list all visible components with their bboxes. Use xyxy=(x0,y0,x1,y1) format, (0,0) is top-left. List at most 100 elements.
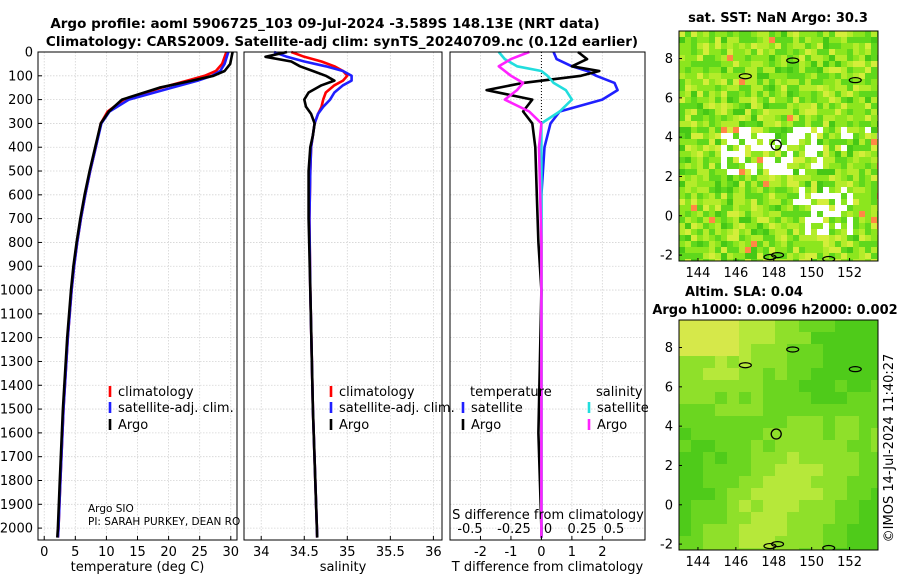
map-cell xyxy=(679,259,686,261)
map-cell xyxy=(835,229,842,236)
map-cell xyxy=(763,229,770,236)
map-cell xyxy=(823,187,830,194)
map-cell xyxy=(745,205,752,212)
map-cell xyxy=(721,259,728,261)
map-cell xyxy=(799,73,806,80)
map-cell xyxy=(859,187,866,194)
map-cell xyxy=(829,229,836,236)
map-cell xyxy=(805,103,812,110)
map-x-tick-label: 144 xyxy=(686,555,711,570)
map-cell xyxy=(847,31,854,38)
map-cell xyxy=(859,205,866,212)
map-cell xyxy=(853,193,860,200)
map-cell xyxy=(787,157,794,164)
map-cell xyxy=(859,169,866,176)
map-cell xyxy=(835,253,842,260)
map-cell xyxy=(787,512,800,525)
map-cell xyxy=(823,320,836,333)
map-cell xyxy=(775,109,782,116)
map-cell xyxy=(727,320,740,333)
map-cell xyxy=(751,127,758,134)
coastline xyxy=(848,77,862,84)
map-cell xyxy=(811,157,818,164)
map-cell xyxy=(793,127,800,134)
map-y-tick-label: 6 xyxy=(665,380,673,395)
map-cell xyxy=(835,85,842,92)
map-cell xyxy=(769,37,776,44)
map-cell xyxy=(811,428,824,441)
map-cell xyxy=(715,61,722,68)
map-cell xyxy=(709,121,716,128)
map-cell xyxy=(745,211,752,218)
map-cell xyxy=(787,193,794,200)
map-cell xyxy=(763,91,770,98)
map-cell xyxy=(769,199,776,206)
map-cell xyxy=(727,151,734,158)
map-cell xyxy=(697,139,704,146)
map-cell xyxy=(679,91,686,98)
sst-map-title: sat. SST: NaN Argo: 30.3 xyxy=(688,11,868,26)
map-cell xyxy=(697,223,704,230)
map-cell xyxy=(865,229,872,236)
map-cell xyxy=(763,380,776,393)
map-cell xyxy=(865,169,872,176)
map-cell xyxy=(835,61,842,68)
map-cell xyxy=(703,181,710,188)
map-cell xyxy=(847,97,854,104)
map-cell xyxy=(859,368,872,381)
map-cell xyxy=(745,235,752,242)
map-cell xyxy=(721,175,728,182)
map-cell xyxy=(799,163,806,170)
map-cell xyxy=(763,440,776,453)
map-cell xyxy=(679,428,692,441)
map-cell xyxy=(745,133,752,140)
salinity-diff-tick-label: -0.25 xyxy=(497,522,531,537)
map-cell xyxy=(691,235,698,242)
map-cell xyxy=(799,452,812,465)
map-cell xyxy=(691,133,698,140)
map-cell xyxy=(775,320,788,333)
map-cell xyxy=(775,91,782,98)
sla-map-title-line1: Altim. SLA: 0.04 xyxy=(685,285,803,300)
map-cell xyxy=(811,163,818,170)
map-cell xyxy=(751,211,758,218)
map-cell xyxy=(775,73,782,80)
map-cell xyxy=(829,37,836,44)
map-cell xyxy=(763,31,770,38)
map-cell xyxy=(733,235,740,242)
map-cell xyxy=(715,241,722,248)
map-cell xyxy=(781,169,788,176)
map-cell xyxy=(769,217,776,224)
map-cell xyxy=(691,524,704,537)
salinity-diff-tick-label: -0.5 xyxy=(457,522,482,537)
map-cell xyxy=(703,380,716,393)
map-cell xyxy=(787,440,800,453)
map-cell xyxy=(775,151,782,158)
map-cell xyxy=(859,512,872,525)
map-cell xyxy=(739,73,746,80)
map-cell xyxy=(853,253,860,260)
map-cell xyxy=(679,157,686,164)
map-cell xyxy=(847,235,854,242)
map-cell xyxy=(739,259,746,261)
map-cell xyxy=(751,193,758,200)
map-cell xyxy=(865,199,872,206)
map-cell xyxy=(745,157,752,164)
map-cell xyxy=(865,73,872,80)
map-cell xyxy=(685,97,692,104)
map-cell xyxy=(739,380,752,393)
map-cell xyxy=(727,127,734,134)
map-cell xyxy=(721,229,728,236)
map-cell xyxy=(703,145,710,152)
map-cell xyxy=(817,145,824,152)
map-cell xyxy=(829,67,836,74)
map-cell xyxy=(769,193,776,200)
map-cell xyxy=(835,404,848,417)
map-cell xyxy=(685,127,692,134)
map-cell xyxy=(841,199,848,206)
map-cell xyxy=(691,121,698,128)
map-cell xyxy=(769,235,776,242)
map-cell xyxy=(817,121,824,128)
map-cell xyxy=(823,223,830,230)
map-cell xyxy=(757,61,764,68)
